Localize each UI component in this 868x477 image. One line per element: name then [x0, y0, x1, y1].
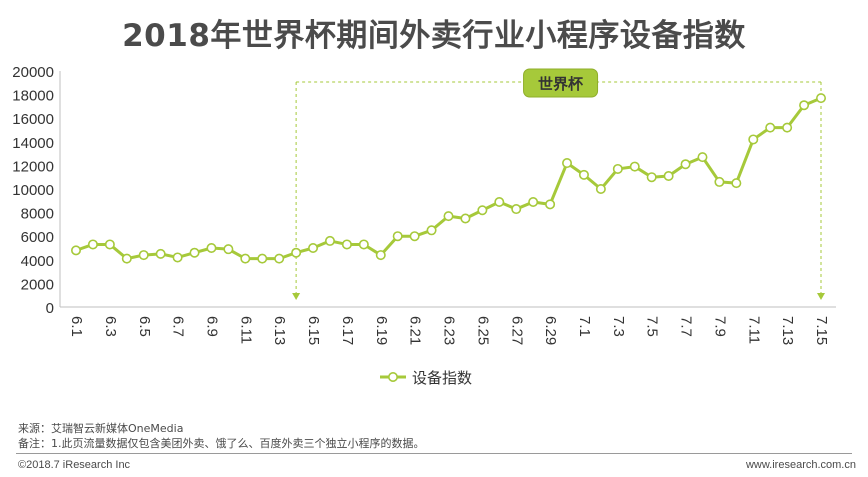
annotation-start-arrow: [292, 293, 301, 300]
chart-title: 2018年世界杯期间外卖行业小程序设备指数: [122, 18, 746, 54]
data-point: [562, 158, 573, 169]
data-point: [87, 239, 98, 250]
x-tick-label: 6.23: [441, 316, 458, 345]
data-point: [104, 239, 115, 250]
y-tick-label: 18000: [12, 88, 54, 105]
data-point: [731, 178, 742, 189]
annotation-badge: [523, 68, 599, 98]
data-point: [172, 252, 183, 263]
y-tick-label: 6000: [21, 229, 54, 246]
x-tick-label: 6.7: [170, 316, 187, 337]
data-point: [71, 245, 82, 256]
x-tick-label: 6.21: [407, 316, 424, 345]
x-tick-label: 6.29: [542, 316, 559, 345]
annotation-end-arrow: [817, 293, 825, 300]
data-point: [612, 163, 623, 174]
x-tick-label: 6.9: [203, 316, 220, 337]
data-point: [782, 122, 793, 133]
y-tick-label: 20000: [12, 64, 54, 81]
data-point: [324, 235, 335, 246]
data-point: [291, 247, 302, 258]
data-point: [257, 253, 268, 264]
data-point: [714, 176, 725, 187]
x-tick-label: 6.25: [474, 316, 491, 345]
data-point: [223, 244, 234, 255]
copyright-text: ©2018.7 iResearch Inc: [18, 459, 131, 471]
y-tick-label: 2000: [21, 276, 54, 293]
x-tick-label: 6.13: [271, 316, 288, 345]
x-tick-label: 7.7: [678, 316, 695, 337]
x-tick-label: 7.11: [745, 316, 762, 344]
remark-note: 备注：1.此页流量数据仅包含美团外卖、饿了么、百度外卖三个独立小程序的数据。: [18, 437, 425, 450]
y-tick-label: 10000: [12, 182, 54, 199]
data-point: [578, 169, 589, 180]
x-tick-label: 7.5: [644, 316, 661, 337]
series-line: [75, 96, 822, 261]
data-point: [375, 250, 386, 261]
data-point: [341, 239, 352, 250]
data-point: [697, 152, 708, 163]
y-tick-label: 0: [46, 300, 54, 317]
x-tick-label: 6.1: [68, 316, 85, 337]
data-point: [545, 199, 556, 210]
x-tick-label: 6.15: [305, 316, 322, 345]
x-tick-label: 6.17: [339, 316, 356, 345]
x-tick-label: 6.19: [373, 316, 390, 345]
website-text: www.iresearch.com.cn: [745, 459, 856, 471]
data-point: [274, 253, 285, 264]
data-point: [138, 250, 149, 261]
data-point: [511, 204, 522, 215]
annotation-label: 世界杯: [538, 75, 584, 93]
x-tick-label: 7.1: [576, 316, 593, 337]
x-tick-label: 7.3: [610, 316, 627, 337]
footer-notes: 来源：艾瑞智云新媒体OneMedia 备注：1.此页流量数据仅包含美团外卖、饿了…: [18, 421, 425, 451]
legend-label: 设备指数: [412, 369, 472, 387]
y-tick-label: 8000: [21, 206, 54, 223]
data-point: [595, 184, 606, 195]
legend-marker: [387, 371, 398, 382]
y-tick-label: 14000: [12, 135, 54, 152]
data-point: [477, 205, 488, 216]
x-tick-label: 6.11: [237, 316, 254, 344]
source-note: 来源：艾瑞智云新媒体OneMedia: [18, 422, 184, 435]
x-tick-label: 6.27: [508, 316, 525, 345]
data-point: [528, 196, 539, 207]
data-point: [663, 171, 674, 182]
data-point: [392, 231, 403, 242]
data-point: [680, 159, 691, 170]
data-point: [646, 172, 657, 183]
x-tick-label: 6.5: [136, 316, 153, 337]
data-point: [460, 213, 471, 224]
data-point: [308, 243, 319, 254]
data-point: [409, 231, 420, 242]
y-tick-label: 4000: [21, 253, 54, 270]
data-point: [358, 239, 369, 250]
data-point: [443, 211, 454, 222]
data-point: [189, 247, 200, 258]
data-point: [799, 100, 810, 111]
x-tick-label: 7.15: [813, 316, 830, 345]
footer-divider: [16, 453, 852, 454]
data-point: [765, 122, 776, 133]
x-tick-label: 6.3: [102, 316, 119, 337]
data-point: [155, 248, 166, 259]
data-point: [121, 253, 132, 264]
y-tick-label: 12000: [12, 158, 54, 175]
data-point: [206, 243, 217, 254]
data-point: [815, 93, 826, 104]
data-point: [494, 196, 505, 207]
x-tick-label: 7.13: [779, 316, 796, 345]
data-point: [426, 225, 437, 236]
y-tick-label: 16000: [12, 111, 54, 128]
data-point: [748, 134, 759, 145]
data-point: [629, 161, 640, 172]
data-point: [240, 253, 251, 264]
x-tick-label: 7.9: [711, 316, 728, 337]
